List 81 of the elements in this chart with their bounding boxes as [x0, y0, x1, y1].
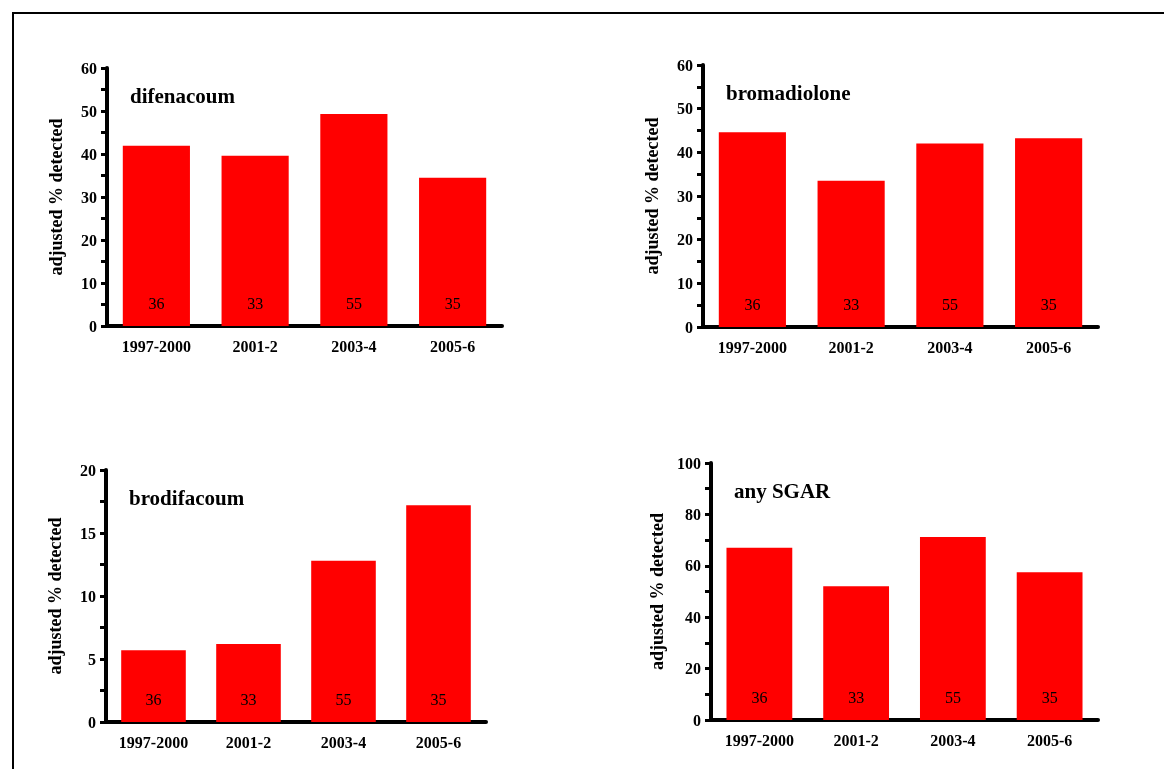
x-tick-label: 2003-4 [927, 338, 973, 356]
x-tick-label: 2001-2 [828, 338, 874, 356]
bar [419, 177, 487, 326]
annotation: 35 [444, 294, 461, 312]
annotation: 36 [751, 688, 768, 706]
y-tick-label: 20 [677, 231, 693, 249]
y-tick-label: 10 [677, 274, 693, 292]
y-tick-label: 50 [81, 102, 97, 120]
y-tick-label: 0 [693, 711, 701, 729]
annotation: 36 [744, 295, 761, 313]
x-tick-label: 1997-2000 [121, 337, 192, 355]
x-tick-label: 2001-2 [232, 337, 278, 355]
x-tick-label: 2001-2 [225, 733, 272, 751]
annotation: 35 [1040, 295, 1057, 313]
bar [216, 643, 281, 722]
x-tick-label: 1997-2000 [724, 731, 795, 749]
annotation: 35 [1041, 688, 1058, 706]
y-tick-label: 100 [677, 454, 701, 472]
y-tick-label: 60 [677, 56, 693, 74]
annotation: 33 [848, 688, 865, 706]
bar [1016, 572, 1083, 720]
y-tick-label: 0 [89, 317, 97, 335]
y-tick-label: 15 [80, 524, 96, 542]
y-tick-label: 0 [88, 713, 96, 731]
annotation: 33 [247, 294, 264, 312]
y-tick-label: 20 [685, 660, 701, 678]
y-tick-label: 10 [81, 274, 97, 292]
annotation: 36 [145, 690, 162, 708]
x-tick-label: 2003-4 [320, 733, 367, 751]
bar [916, 143, 984, 327]
x-tick-label: 2005-6 [1025, 338, 1072, 356]
y-axis-title: adjusted % detected [642, 117, 662, 275]
bar [406, 505, 471, 722]
x-tick-label: 1997-2000 [118, 733, 189, 751]
annotation: 55 [345, 294, 362, 312]
annotation: 55 [335, 690, 352, 708]
bar [726, 547, 793, 720]
text: difenacoum [130, 83, 236, 108]
annotation: 33 [240, 690, 257, 708]
bar [1015, 138, 1083, 327]
y-tick-label: 40 [677, 143, 693, 161]
x-tick-label: 2005-6 [415, 733, 462, 751]
y-tick-label: 20 [80, 461, 96, 479]
bar [817, 180, 885, 327]
x-tick-label: 2003-4 [331, 337, 377, 355]
x-tick-label: 2005-6 [1026, 731, 1073, 749]
annotation: 33 [843, 295, 860, 313]
annotation: 35 [430, 690, 447, 708]
annotation: 55 [941, 295, 958, 313]
annotation: 36 [148, 294, 165, 312]
y-tick-label: 80 [685, 505, 701, 523]
bar [320, 114, 388, 326]
y-axis-title: adjusted % detected [647, 513, 668, 670]
text: brodifacoum [129, 485, 245, 510]
bar [311, 560, 376, 722]
bar [121, 650, 186, 722]
text: any SGAR [734, 478, 832, 503]
y-tick-label: 10 [80, 587, 96, 605]
y-tick-label: 30 [677, 187, 693, 205]
y-tick-label: 50 [677, 100, 693, 118]
text: bromadiolone [726, 80, 851, 105]
x-tick-label: 1997-2000 [717, 338, 788, 356]
y-tick-label: 0 [685, 318, 693, 336]
bar [919, 537, 986, 720]
y-tick-label: 60 [685, 557, 701, 575]
y-tick-label: 20 [81, 231, 97, 249]
x-tick-label: 2003-4 [930, 731, 976, 749]
y-tick-label: 30 [81, 188, 97, 206]
x-tick-label: 2005-6 [429, 337, 476, 355]
y-tick-label: 60 [81, 59, 97, 77]
x-tick-label: 2001-2 [833, 731, 879, 749]
y-tick-label: 40 [81, 145, 97, 163]
y-axis-title: adjusted % detected [46, 118, 66, 276]
y-tick-label: 5 [88, 650, 96, 668]
bar [122, 145, 190, 326]
annotation: 55 [944, 688, 961, 706]
bar [823, 586, 890, 720]
y-axis-title: adjusted % detected [45, 517, 65, 675]
y-tick-label: 40 [685, 608, 701, 626]
bar [718, 132, 786, 327]
bar [221, 155, 289, 326]
